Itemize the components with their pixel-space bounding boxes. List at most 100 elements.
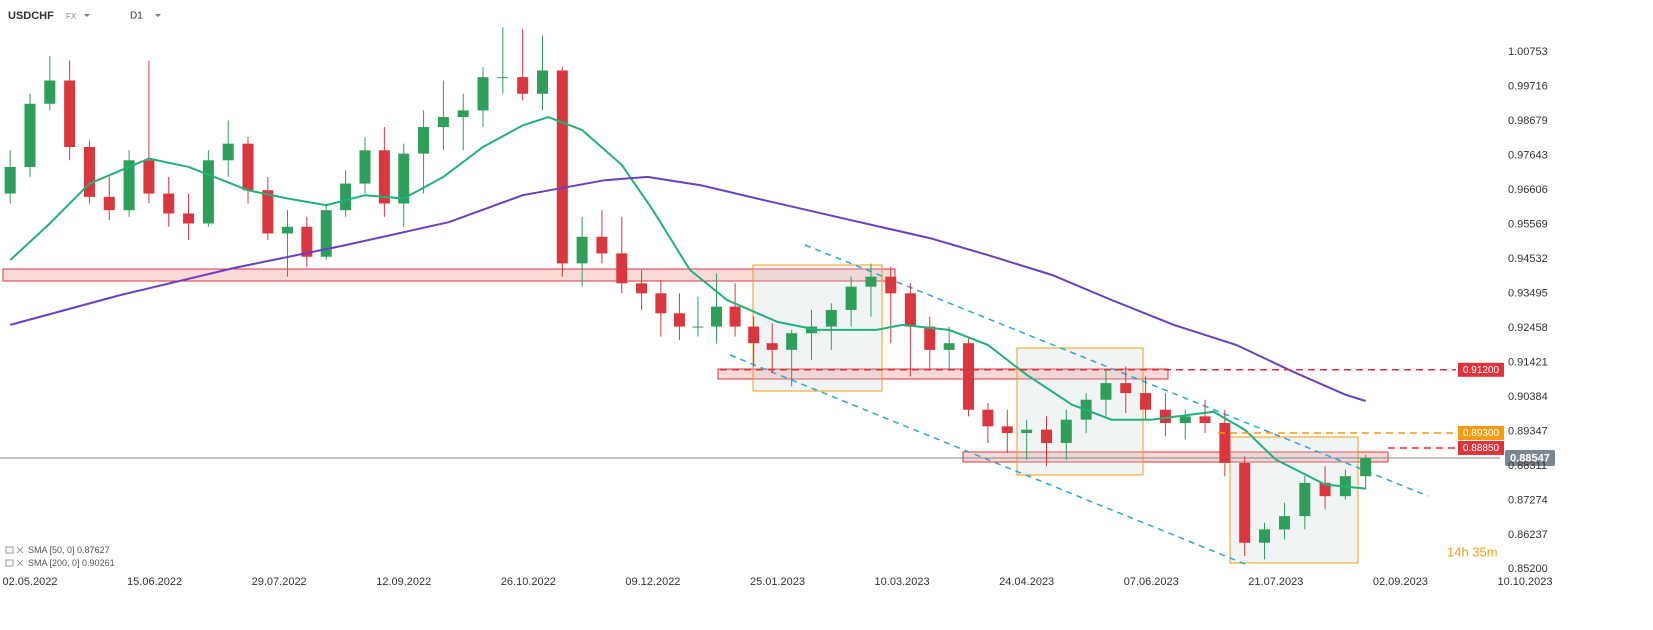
candle-body [616,253,628,284]
candle-body [1021,429,1033,433]
dropdown-caret[interactable] [84,14,90,17]
candle-body [44,80,56,104]
x-tick-label: 15.06.2022 [127,576,182,588]
candle-body [222,143,234,161]
candle-body [517,77,529,94]
sma-line [9,175,1366,402]
candle-body [24,103,36,167]
candle-body [904,293,916,327]
range-box[interactable] [1016,347,1144,476]
candle-body [64,80,76,147]
candle-body [786,333,798,350]
symbol[interactable]: USDCHF [8,10,54,22]
candle-body [805,326,817,334]
level-label: 0.88850 [1463,443,1500,454]
dropdown-caret[interactable] [155,14,161,17]
candle-body [636,283,648,294]
market: FX [66,12,77,21]
y-tick-label: 0.88311 [1508,460,1547,472]
candle-body [1040,429,1052,443]
level-label-box [1458,362,1504,377]
candle-body [924,326,936,350]
candle-body [1360,458,1372,477]
candle-body [123,160,135,211]
y-tick-label: 0.93495 [1508,287,1548,299]
candle-body [378,150,390,204]
x-tick-label: 12.09.2022 [376,576,431,588]
overlays: 0.91200 0.89300 0.88850 0.88547 [720,362,1555,467]
candle-body [340,183,352,211]
candle-body [242,143,254,191]
y-tick-label: 0.97643 [1508,149,1548,161]
candle-body [1140,393,1152,410]
y-tick-label: 0.99716 [1508,81,1548,93]
legend-value: 0.90261 [82,558,115,568]
x-tick-label: 02.09.2023 [1373,576,1428,588]
candle-timer: 14h 35m [1447,544,1498,559]
sma-line [9,116,1366,490]
y-tick-label: 0.95569 [1508,218,1548,230]
candle-body [982,409,994,427]
candle-body [673,313,685,327]
candle-body [163,193,175,214]
legend-name: SMA [200, 0] [28,558,80,568]
y-tick-label: 0.89347 [1508,425,1548,437]
candle-body [963,343,975,410]
y-tick-label: 0.85200 [1508,563,1548,575]
x-tick-label: 10.10.2023 [1497,576,1552,588]
level-label-box [1458,440,1504,455]
candle-body [576,236,588,264]
candle-body [711,306,723,327]
candle-body [398,153,410,204]
candle-body [103,196,115,211]
y-tick-label: 0.96606 [1508,184,1548,196]
legend-close[interactable] [16,559,24,567]
x-tick-label: 10.03.2023 [875,576,930,588]
level-label-box [1458,425,1504,440]
candle-body [437,117,449,128]
legend-name: SMA [50, 0] [28,545,75,555]
candle-body [1060,419,1072,443]
zone[interactable] [2,268,896,282]
candle-body [4,166,16,194]
legend: SMA [50, 0] 0.87627 SMA [200, 0] 0.90261 [5,545,115,568]
candle-body [1259,529,1271,543]
candle-body [83,146,95,197]
zone[interactable] [717,368,1169,380]
y-tick-label: 0.90384 [1508,391,1548,403]
y-tick-label: 0.92458 [1508,322,1548,334]
legend-close[interactable] [16,546,24,554]
channel-line[interactable] [729,354,1251,567]
candle-body [1179,416,1191,424]
interval[interactable]: D1 [130,11,143,22]
y-tick-label: 0.86237 [1508,529,1548,541]
candle-body [1219,423,1231,463]
last-price-box [1505,450,1555,467]
zone[interactable] [962,451,1389,463]
candle-body [748,326,760,344]
candle-body [281,226,293,234]
drawings [0,244,1500,567]
legend-icon[interactable] [5,546,14,554]
candle-body [202,160,214,224]
candle-body [418,127,430,154]
candle-body [885,276,897,294]
candle-body [320,210,332,257]
y-tick-label: 0.98679 [1508,115,1548,127]
candle-body [536,70,548,94]
legend-entry: SMA [200, 0] 0.90261 [28,558,115,568]
candle-body [262,190,274,234]
candle-body [729,306,741,327]
candle-body [1159,409,1171,424]
candle-body [359,150,371,184]
candle-body [766,343,778,350]
candle-body [1239,462,1251,543]
candle-body [596,236,608,254]
legend-icon[interactable] [5,559,14,567]
y-tick-label: 1.00753 [1508,46,1548,58]
x-tick-label: 29.07.2022 [252,576,307,588]
candle-body [1120,383,1132,394]
candle-body [457,110,469,118]
last-price-label: 0.88547 [1510,452,1550,464]
